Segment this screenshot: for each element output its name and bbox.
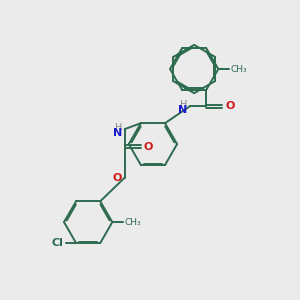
Text: O: O xyxy=(225,101,235,111)
Text: CH₃: CH₃ xyxy=(231,64,247,74)
Text: N: N xyxy=(113,128,122,138)
Text: O: O xyxy=(113,173,122,183)
Text: CH₃: CH₃ xyxy=(125,218,141,226)
Text: O: O xyxy=(144,142,153,152)
Text: N: N xyxy=(178,105,188,115)
Text: Cl: Cl xyxy=(52,238,64,248)
Text: H: H xyxy=(180,100,188,110)
Text: H: H xyxy=(115,123,122,133)
